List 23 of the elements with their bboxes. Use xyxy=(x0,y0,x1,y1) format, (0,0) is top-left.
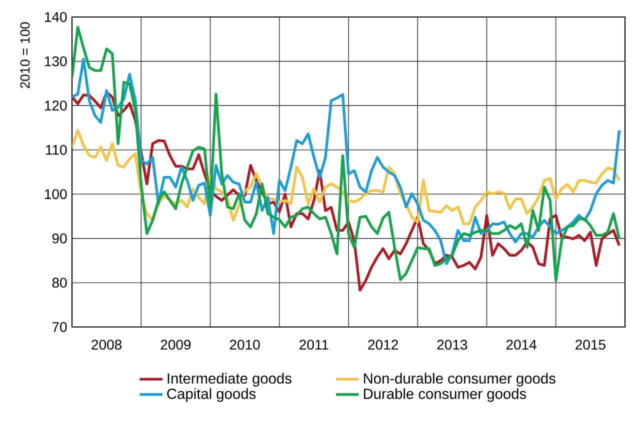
legend-label: Durable consumer goods xyxy=(364,388,526,402)
y-tick-label: 110 xyxy=(46,144,67,155)
y-tick-label: 140 xyxy=(45,12,67,22)
legend-label: Capital goods xyxy=(167,388,256,402)
y-tick-label: 90 xyxy=(52,233,67,244)
line-series xyxy=(72,26,621,282)
y-tick-label: 100 xyxy=(45,189,67,200)
x-tick-label: 2010 xyxy=(230,340,260,350)
x-tick-label: 2009 xyxy=(160,340,191,350)
y-tick-label: 120 xyxy=(45,100,67,111)
y-tick-label: 130 xyxy=(45,56,67,66)
y-tick-label: 80 xyxy=(52,278,67,288)
legend-label: Intermediate goods xyxy=(168,372,292,387)
y-axis-title: 2010 = 100 xyxy=(20,22,30,88)
x-tick-label: 2013 xyxy=(437,340,468,350)
line-series xyxy=(72,58,621,266)
x-tick-label: 2012 xyxy=(368,340,398,350)
x-tick-label: 2008 xyxy=(92,340,122,350)
legend-label: Non-durable consumer goods xyxy=(364,372,556,387)
x-tick-label: 2011 xyxy=(300,340,328,350)
y-tick-label: 70 xyxy=(52,322,67,332)
x-tick-label: 2014 xyxy=(506,340,536,350)
x-tick-label: 2015 xyxy=(576,340,606,350)
